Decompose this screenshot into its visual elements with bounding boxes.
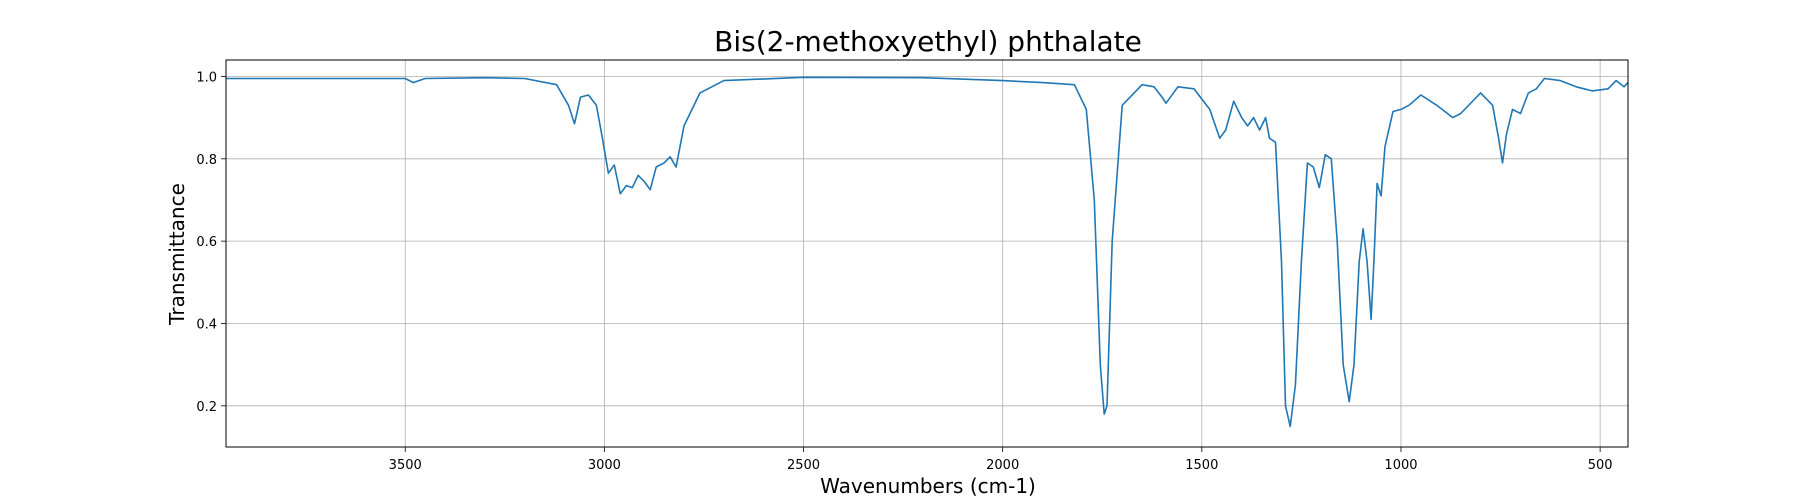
plot-series (226, 76, 1629, 428)
y-axis-ticks: 0.2 0.4 0.6 0.8 1.0 (196, 70, 226, 415)
chart-title: Bis(2-methoxyethyl) phthalate (714, 25, 1142, 58)
x-tick-label: 3500 (389, 458, 422, 473)
plot-frame (225, 59, 1629, 448)
y-tick-label: 0.2 (196, 400, 217, 415)
x-tick-label: 3000 (588, 458, 621, 473)
x-axis-label: Wavenumbers (cm-1) (820, 474, 1036, 498)
x-tick-label: 500 (1588, 458, 1613, 473)
x-tick-label: 2000 (986, 458, 1019, 473)
y-tick-label: 1.0 (196, 70, 217, 85)
y-tick-label: 0.6 (196, 235, 217, 250)
x-tick-label: 2500 (787, 458, 820, 473)
x-tick-label: 1000 (1384, 458, 1417, 473)
y-axis-label: Transmittance (165, 183, 189, 326)
spectrum-line (226, 76, 1629, 428)
y-tick-label: 0.8 (196, 153, 217, 168)
y-tick-label: 0.4 (196, 317, 217, 332)
grid-lines (226, 60, 1628, 447)
x-axis-ticks: 3500 3000 2500 2000 1500 1000 500 (389, 447, 1613, 473)
x-tick-label: 1500 (1185, 458, 1218, 473)
